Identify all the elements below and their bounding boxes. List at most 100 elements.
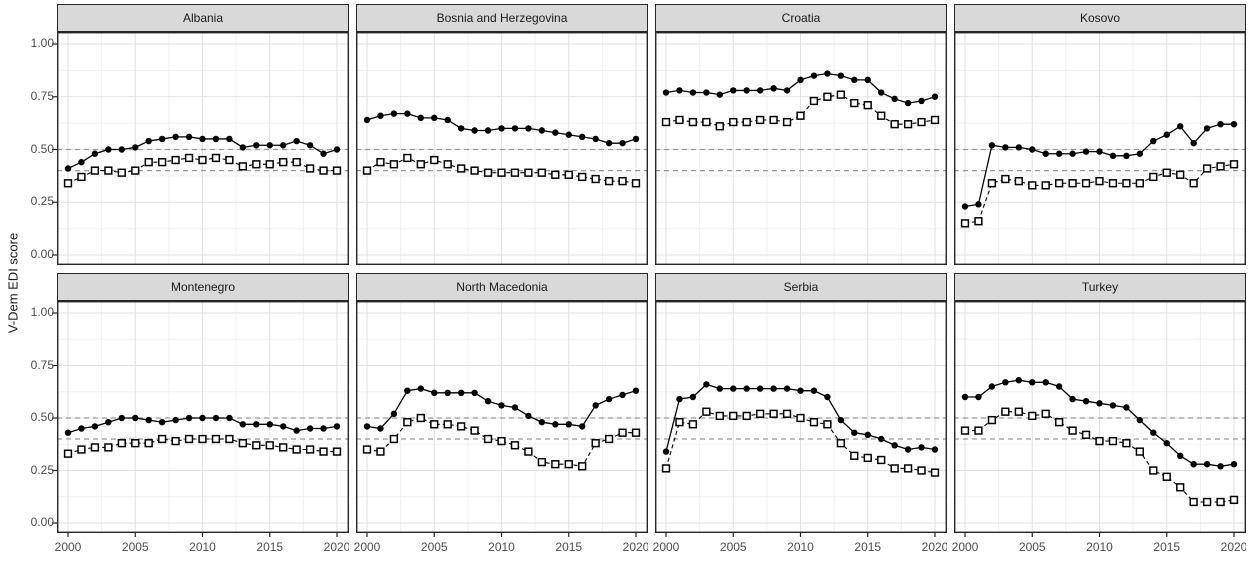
marker-open-square — [578, 172, 587, 182]
marker-filled-circle — [1109, 152, 1117, 160]
facet-panel-turkey: Turkey 2000 2005 2010 2015 2020 — [948, 273, 1246, 557]
marker-filled-circle — [730, 385, 737, 392]
marker-open-square — [131, 439, 140, 448]
facet-plot-area: 2000 2005 2010 2015 2020 — [52, 301, 349, 554]
facet-panel-albania: Albania — [51, 4, 349, 269]
marker-open-square — [252, 441, 261, 450]
facet-plot-area: 2000 2005 2010 2015 2020 — [354, 301, 648, 554]
marker-open-square — [917, 117, 926, 127]
marker-open-square — [661, 464, 671, 473]
marker-open-square — [319, 447, 328, 456]
marker-open-square — [63, 449, 73, 458]
marker-open-square — [1229, 160, 1239, 169]
marker-filled-circle — [1082, 148, 1090, 155]
marker-open-square — [618, 177, 627, 186]
marker-filled-circle — [703, 381, 710, 388]
marker-filled-circle — [891, 442, 898, 449]
marker-open-square — [483, 168, 493, 177]
facet-plot-area — [355, 32, 648, 266]
marker-open-square — [171, 436, 180, 446]
marker-filled-circle — [988, 383, 996, 390]
marker-open-square — [443, 420, 452, 429]
marker-filled-circle — [498, 125, 505, 132]
x-axis-tick-label: 2020 — [922, 540, 947, 554]
marker-open-square — [158, 434, 167, 444]
marker-filled-circle — [918, 444, 925, 451]
marker-filled-circle — [280, 423, 287, 430]
marker-filled-circle — [306, 425, 314, 432]
marker-open-square — [1001, 407, 1010, 416]
marker-open-square — [117, 168, 126, 177]
marker-filled-circle — [1123, 152, 1130, 160]
x-axis-tick-label: 2000 — [653, 540, 680, 554]
facet-strip: Bosnia and Herzegovina — [356, 4, 648, 32]
facet-panel-bosnia-and-herzegovina: Bosnia and Herzegovina — [350, 4, 648, 269]
marker-open-square — [675, 115, 684, 125]
marker-filled-circle — [918, 97, 925, 105]
marker-filled-circle — [689, 393, 697, 401]
marker-open-square — [376, 447, 385, 456]
facet-strip: Kosovo — [954, 4, 1246, 32]
marker-open-square — [675, 418, 684, 427]
marker-open-square — [211, 153, 221, 163]
marker-open-square — [591, 174, 600, 184]
marker-open-square — [1176, 483, 1185, 492]
marker-filled-circle — [878, 89, 885, 96]
marker-open-square — [225, 434, 234, 444]
marker-filled-circle — [851, 76, 858, 84]
marker-open-square — [144, 158, 153, 167]
marker-filled-circle — [484, 127, 492, 134]
marker-open-square — [225, 155, 234, 165]
facet-plot-area — [654, 32, 947, 266]
marker-filled-circle — [743, 87, 750, 94]
marker-filled-circle — [810, 387, 818, 394]
marker-open-square — [416, 413, 425, 423]
marker-filled-circle — [417, 385, 424, 392]
marker-open-square — [1122, 179, 1131, 188]
marker-open-square — [863, 453, 872, 463]
marker-filled-circle — [158, 135, 166, 143]
marker-filled-circle — [158, 419, 166, 426]
marker-open-square — [564, 170, 573, 179]
marker-open-square — [960, 219, 970, 228]
marker-filled-circle — [931, 93, 939, 100]
marker-filled-circle — [293, 427, 300, 434]
marker-filled-circle — [484, 398, 492, 405]
marker-open-square — [1041, 409, 1050, 418]
marker-open-square — [863, 101, 872, 110]
marker-filled-circle — [431, 114, 438, 122]
x-axis-tick-label: 2005 — [1019, 540, 1046, 554]
marker-open-square — [890, 464, 899, 473]
marker-filled-circle — [961, 203, 969, 210]
marker-filled-circle — [1163, 440, 1170, 447]
marker-filled-circle — [1096, 400, 1103, 407]
facet-panel-north-macedonia: North Macedonia 2000 2005 2010 2015 2020 — [350, 273, 648, 557]
marker-filled-circle — [1150, 137, 1157, 145]
marker-filled-circle — [404, 110, 411, 117]
marker-open-square — [292, 445, 301, 454]
marker-open-square — [389, 160, 399, 169]
marker-filled-circle — [212, 135, 220, 143]
marker-open-square — [332, 166, 342, 175]
marker-open-square — [903, 120, 913, 129]
marker-filled-circle — [1082, 398, 1090, 405]
marker-filled-circle — [471, 127, 478, 134]
marker-filled-circle — [444, 116, 451, 124]
marker-open-square — [537, 457, 546, 467]
marker-filled-circle — [730, 87, 737, 94]
marker-filled-circle — [605, 139, 613, 147]
marker-open-square — [184, 434, 194, 444]
marker-filled-circle — [904, 99, 912, 107]
marker-open-square — [131, 166, 140, 175]
marker-open-square — [877, 111, 886, 120]
x-axis-tick-label: 2010 — [1086, 540, 1113, 554]
marker-filled-circle — [1042, 379, 1049, 386]
marker-open-square — [1095, 436, 1104, 446]
marker-filled-circle — [91, 423, 99, 430]
x-axis-tick-label: 2020 — [324, 540, 349, 554]
marker-filled-circle — [1230, 120, 1238, 128]
marker-filled-circle — [1042, 150, 1049, 157]
marker-filled-circle — [716, 385, 723, 392]
marker-open-square — [292, 158, 301, 167]
marker-filled-circle — [565, 131, 572, 138]
